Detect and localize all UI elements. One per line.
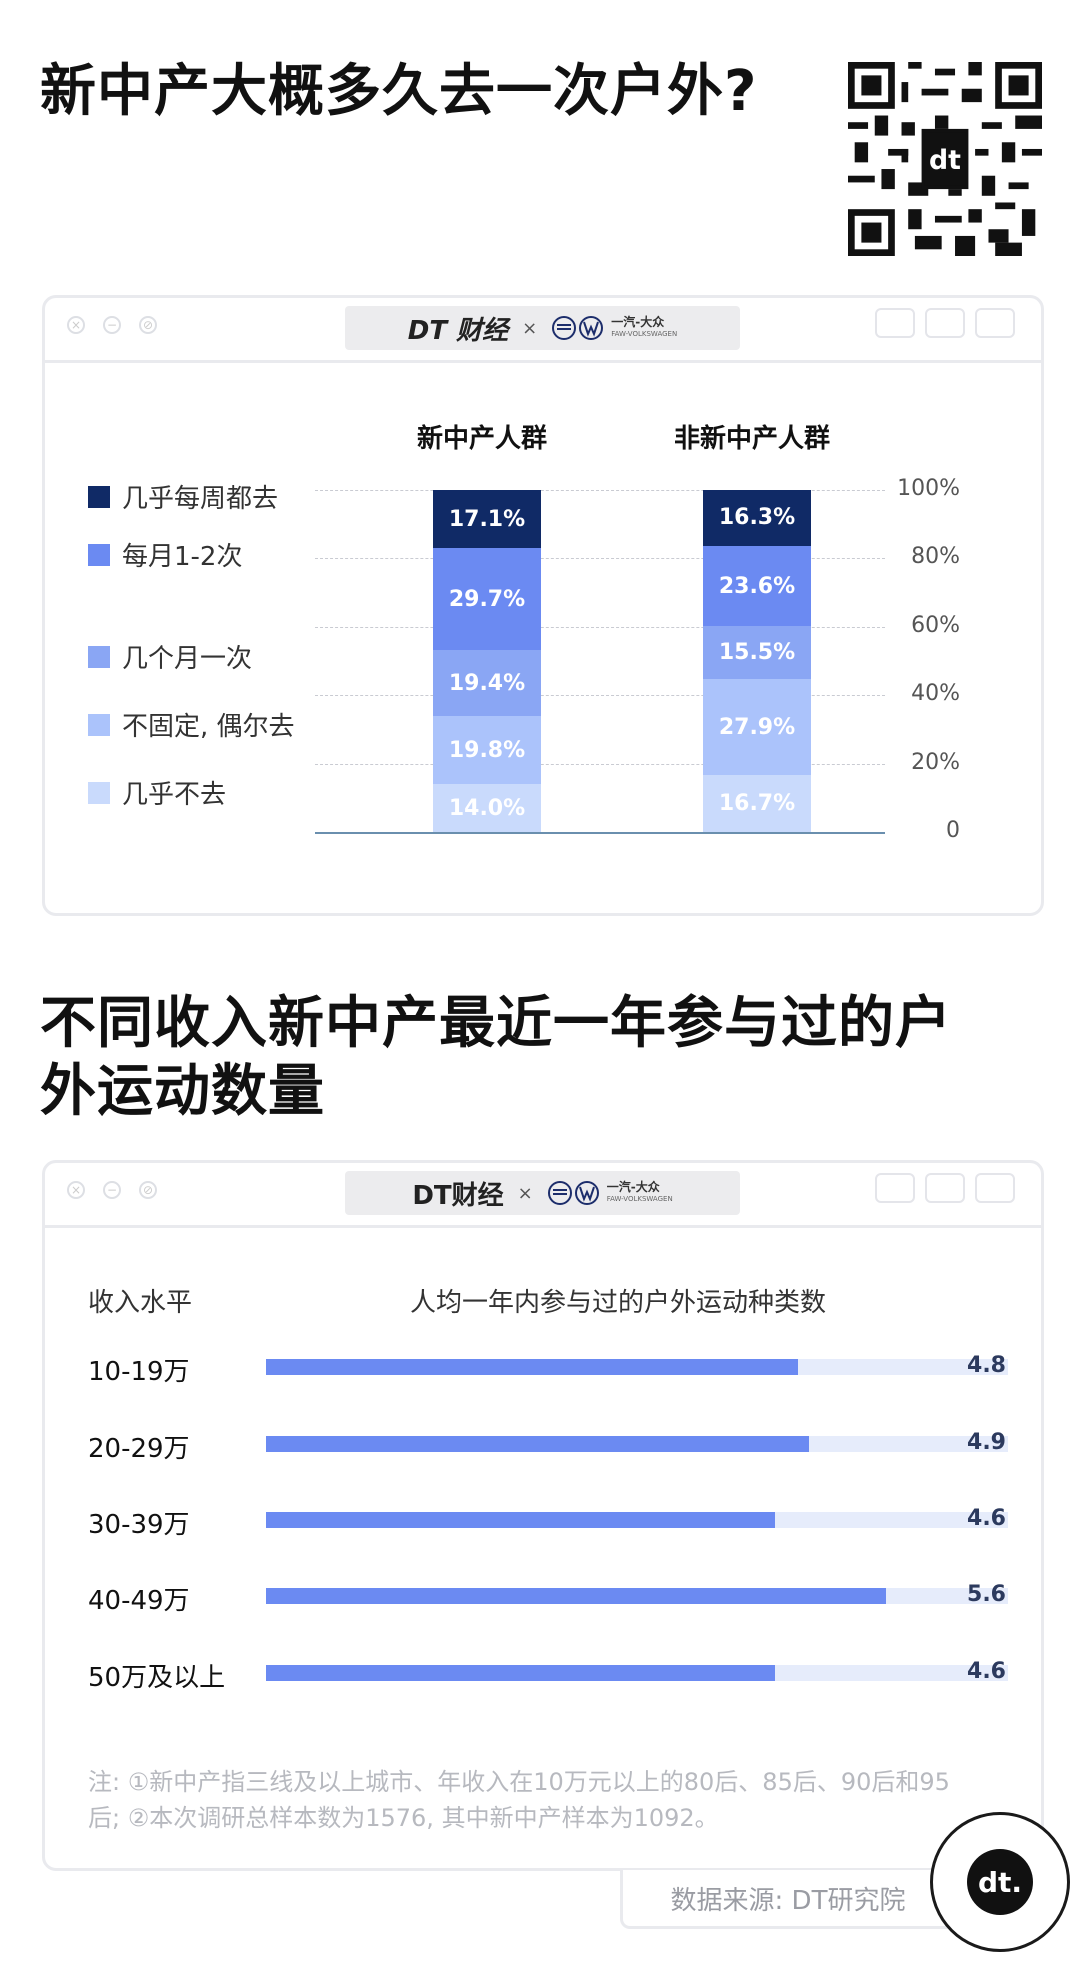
- share-icon: [925, 1173, 965, 1203]
- brand-pill: DT财经 × 一汽-大众 FAW-VOLKSWAGEN: [345, 1171, 740, 1215]
- gridline: [315, 695, 885, 697]
- partner-name: 一汽-大众: [606, 1180, 660, 1194]
- copy-icon: [975, 1173, 1015, 1203]
- card-window-bar: × − ⊘ DT财经 × 一汽-大众 FAW-VOLKSWAGEN: [45, 1163, 1041, 1228]
- income-label: 40-49万: [88, 1586, 190, 1616]
- svg-text:dt: dt: [929, 145, 961, 176]
- close-icon: ×: [67, 316, 85, 334]
- legend-item: 几乎不去: [88, 774, 226, 811]
- income-label: 20-29万: [88, 1434, 190, 1464]
- bar-value-label: 4.6: [967, 1506, 1006, 1531]
- legend-label: 几乎不去: [122, 780, 227, 810]
- vw-logo: 一汽-大众 FAW-VOLKSWAGEN: [551, 315, 677, 341]
- brand-separator: ×: [522, 317, 538, 339]
- qr-code-image: dt: [848, 62, 1042, 256]
- vw-logo: 一汽-大众 FAW-VOLKSWAGEN: [547, 1180, 673, 1206]
- gridline: [315, 763, 885, 765]
- bar-segment: 16.7%: [703, 774, 811, 832]
- dt-logo: DT 财经: [407, 315, 509, 346]
- bar: [266, 1359, 798, 1375]
- legend-label: 几乎每周都去: [122, 484, 279, 514]
- partner-sub: FAW-VOLKSWAGEN: [611, 330, 678, 338]
- bar-segment: 16.3%: [703, 490, 811, 546]
- record-icon: [875, 308, 915, 338]
- legend-label: 每月1-2次: [122, 542, 243, 572]
- y-tick-label: 0: [946, 818, 960, 843]
- bar-value-label: 4.6: [967, 1659, 1006, 1684]
- dt-logo-icon: dt.: [967, 1849, 1033, 1915]
- card-window-bar: × − ⊘ DT 财经 × 一汽-大众 FAW-VOLKSWAGEN: [45, 298, 1041, 363]
- cancel-icon: ⊘: [139, 1181, 157, 1199]
- dt-badge: dt.: [930, 1812, 1070, 1952]
- close-icon: ×: [67, 1181, 85, 1199]
- legend-label: 几个月一次: [122, 644, 253, 674]
- source-label: 数据来源: DT研究院: [620, 1870, 956, 1929]
- bar-segment: 19.8%: [433, 716, 541, 785]
- bar: [266, 1665, 776, 1681]
- y-tick-label: 60%: [911, 612, 960, 638]
- bar-track: [266, 1588, 1008, 1604]
- legend-item: 几乎每周都去: [88, 478, 278, 515]
- qr-code: dt: [848, 62, 1042, 256]
- copy-icon: [975, 308, 1015, 338]
- bar-segment: 17.1%: [433, 490, 541, 549]
- bar: [266, 1436, 809, 1452]
- category-label: 非新中产人群: [673, 424, 830, 454]
- record-icon: [875, 1173, 915, 1203]
- partner-name: 一汽-大众: [611, 315, 665, 329]
- bar: [266, 1588, 887, 1604]
- legend-swatch: [88, 485, 110, 508]
- bar-segment: 27.9%: [703, 679, 811, 775]
- partner-sub: FAW-VOLKSWAGEN: [606, 1195, 673, 1203]
- income-label: 50万及以上: [88, 1663, 226, 1693]
- bar-track: [266, 1359, 1008, 1375]
- bar-segment: 19.4%: [433, 650, 541, 717]
- y-tick-label: 20%: [911, 749, 960, 775]
- legend-swatch: [88, 645, 110, 668]
- bar-track: [266, 1665, 1008, 1681]
- cancel-icon: ⊘: [139, 316, 157, 334]
- bar-segment: 14.0%: [433, 784, 541, 832]
- faw-vw-emblem-icon: [552, 316, 604, 340]
- minimize-icon: −: [103, 316, 121, 334]
- y-tick-label: 80%: [911, 544, 960, 570]
- bar: [266, 1512, 776, 1528]
- section2-title: 不同收入新中产最近一年参与过的户外运动数量: [40, 991, 952, 1124]
- footnote: 注: ①新中产指三线及以上城市、年收入在10万元以上的80后、85后、90后和9…: [88, 1768, 950, 1832]
- bar-track: [266, 1436, 1008, 1452]
- bar-value-label: 4.8: [967, 1353, 1006, 1378]
- gridline: [315, 626, 885, 628]
- income-label: 30-39万: [88, 1510, 190, 1540]
- gridline: [315, 558, 885, 560]
- category-label: 新中产人群: [416, 424, 547, 454]
- faw-vw-emblem-icon: [547, 1181, 599, 1205]
- dt-logo: DT财经: [412, 1180, 504, 1211]
- legend-label: 不固定, 偶尔去: [122, 712, 295, 742]
- axis-label-income: 收入水平: [88, 1288, 193, 1318]
- legend-item: 几个月一次: [88, 638, 252, 675]
- chart-title: 人均一年内参与过的户外运动种类数: [410, 1288, 827, 1318]
- y-tick-label: 40%: [911, 681, 960, 707]
- gridline: [315, 490, 885, 491]
- legend-item: 不固定, 偶尔去: [88, 706, 295, 743]
- bar-track: [266, 1512, 1008, 1528]
- legend-swatch: [88, 781, 110, 804]
- chart-card-frequency: × − ⊘ DT 财经 × 一汽-大众 FAW-VOLKSWAGEN: [42, 295, 1044, 916]
- bar-segment: 23.6%: [703, 545, 811, 627]
- legend-swatch: [88, 543, 110, 566]
- bar-segment: 29.7%: [433, 548, 541, 651]
- bar-segment: 15.5%: [703, 626, 811, 680]
- y-tick-label: 100%: [897, 476, 960, 501]
- section1-title: 新中产大概多久去一次户外?: [40, 59, 758, 124]
- brand-pill: DT 财经 × 一汽-大众 FAW-VOLKSWAGEN: [345, 306, 740, 350]
- bar-value-label: 5.6: [967, 1582, 1006, 1607]
- brand-separator: ×: [517, 1182, 533, 1204]
- share-icon: [925, 308, 965, 338]
- minimize-icon: −: [103, 1181, 121, 1199]
- bar-value-label: 4.9: [967, 1430, 1006, 1455]
- legend-swatch: [88, 713, 110, 736]
- income-label: 10-19万: [88, 1357, 190, 1387]
- x-axis-line: [315, 832, 885, 834]
- legend-item: 每月1-2次: [88, 536, 242, 573]
